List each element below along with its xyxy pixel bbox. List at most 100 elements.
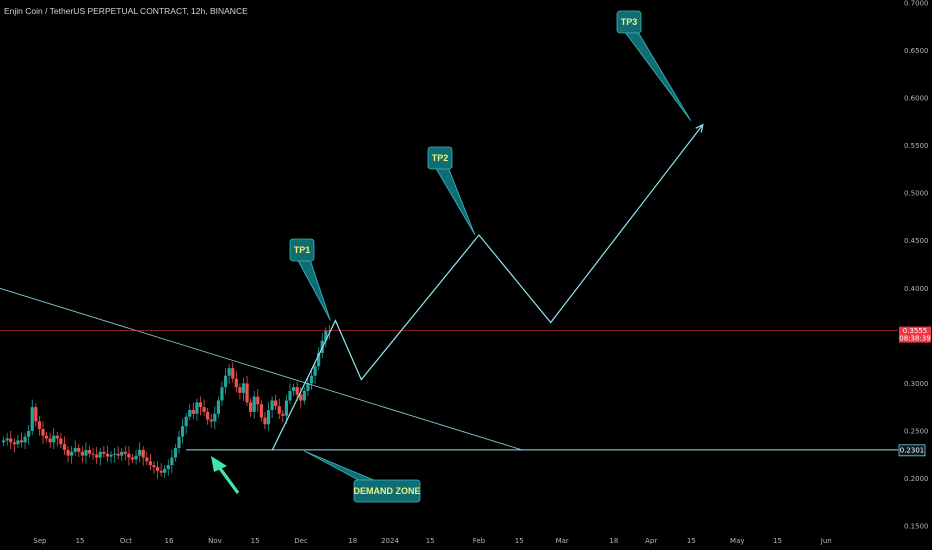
candle-body [249, 402, 253, 412]
candle [95, 447, 99, 465]
candle-body [2, 440, 6, 443]
candle [80, 446, 84, 463]
demand-price-tag: 0.2301 [898, 444, 926, 457]
y-tick-label: 0.6500 [904, 47, 929, 55]
candle [116, 446, 120, 460]
y-tick-label: 0.5500 [904, 142, 929, 150]
candle-body [327, 330, 331, 332]
candle [16, 434, 20, 449]
candle [231, 362, 235, 383]
candle [252, 390, 256, 419]
last-price-value: 0.3555 [903, 327, 928, 335]
drawings: TP1 TP2 TP3 DEMAND ZONE [0, 10, 898, 503]
candle [27, 425, 31, 445]
candle [277, 398, 281, 420]
candle [41, 421, 45, 444]
candle-body [52, 435, 56, 443]
candle-body [66, 449, 70, 456]
candle [123, 446, 127, 461]
candle-body [191, 409, 195, 414]
candle-body [138, 449, 142, 456]
y-tick-label: 0.3000 [904, 380, 929, 388]
tp1-callout-label: TP1 [294, 245, 311, 255]
candle [77, 444, 81, 458]
candle-body [263, 417, 267, 425]
tp1-callout: TP1 [289, 238, 331, 321]
candle [281, 409, 285, 423]
candle-body [102, 451, 106, 454]
candle [177, 430, 181, 454]
candle-body [152, 465, 156, 468]
candle-body [291, 387, 296, 391]
x-tick-label: 15 [773, 537, 782, 545]
candle-body [37, 421, 41, 430]
candle [198, 396, 203, 416]
candle-body [112, 453, 117, 455]
candle-body [159, 470, 163, 473]
candle [9, 430, 13, 449]
candle-body [270, 400, 274, 410]
candle-body [44, 435, 49, 439]
candle-body [295, 387, 299, 395]
candle-body [306, 383, 310, 391]
candle-body [277, 406, 281, 414]
candle [130, 453, 135, 464]
candle-body [234, 378, 238, 388]
candle-body [87, 449, 92, 454]
candle [223, 368, 228, 394]
candle [317, 347, 321, 371]
x-tick-label: 18 [348, 537, 357, 545]
candle-body [252, 396, 256, 412]
candle-body [195, 402, 199, 414]
tp2-callout-label: TP2 [432, 153, 449, 163]
candle [30, 399, 34, 435]
demand-zone-box [353, 479, 421, 503]
tp2-callout-box [427, 146, 453, 170]
candle-body [59, 438, 63, 445]
candle-body [80, 451, 84, 456]
x-tick-label: Sep [33, 537, 47, 545]
candle [206, 408, 210, 425]
candle [141, 446, 145, 466]
last-price-tag-bg [899, 326, 931, 343]
y-tick-label: 0.7000 [904, 0, 929, 8]
candle [209, 413, 213, 429]
candle-body [34, 407, 38, 422]
candle [66, 446, 70, 463]
candle-body [77, 448, 81, 452]
candle-body [5, 438, 9, 441]
candle-body [134, 455, 138, 460]
candle-body [91, 453, 95, 455]
candle [148, 453, 152, 471]
y-tick-label: 0.2000 [904, 475, 929, 483]
candle-body [313, 366, 317, 376]
candle [73, 440, 77, 456]
candle [166, 459, 170, 476]
candle [109, 450, 113, 464]
chart-title: Enjin Coin / TetherUS PERPETUAL CONTRACT… [4, 6, 248, 16]
x-tick-label: Nov [208, 537, 222, 545]
candle [234, 371, 238, 393]
candle [270, 396, 274, 419]
x-tick-label: 16 [165, 537, 174, 545]
candle-body [141, 449, 145, 458]
candle-body [231, 368, 235, 379]
candle-body [62, 444, 67, 450]
x-tick-label: Mar [556, 537, 569, 545]
candle [220, 381, 224, 406]
candle-body [259, 404, 263, 418]
candle [159, 463, 163, 477]
candle-body [130, 457, 135, 460]
candle-body [266, 409, 271, 425]
candle [288, 383, 292, 405]
candle [184, 412, 188, 435]
candle-body [55, 435, 59, 439]
candle-body [120, 451, 124, 456]
candle-body [238, 387, 242, 393]
candle-body [9, 438, 13, 443]
candle [227, 364, 231, 384]
candle [98, 448, 102, 466]
y-tick-label: 0.6000 [904, 95, 929, 103]
